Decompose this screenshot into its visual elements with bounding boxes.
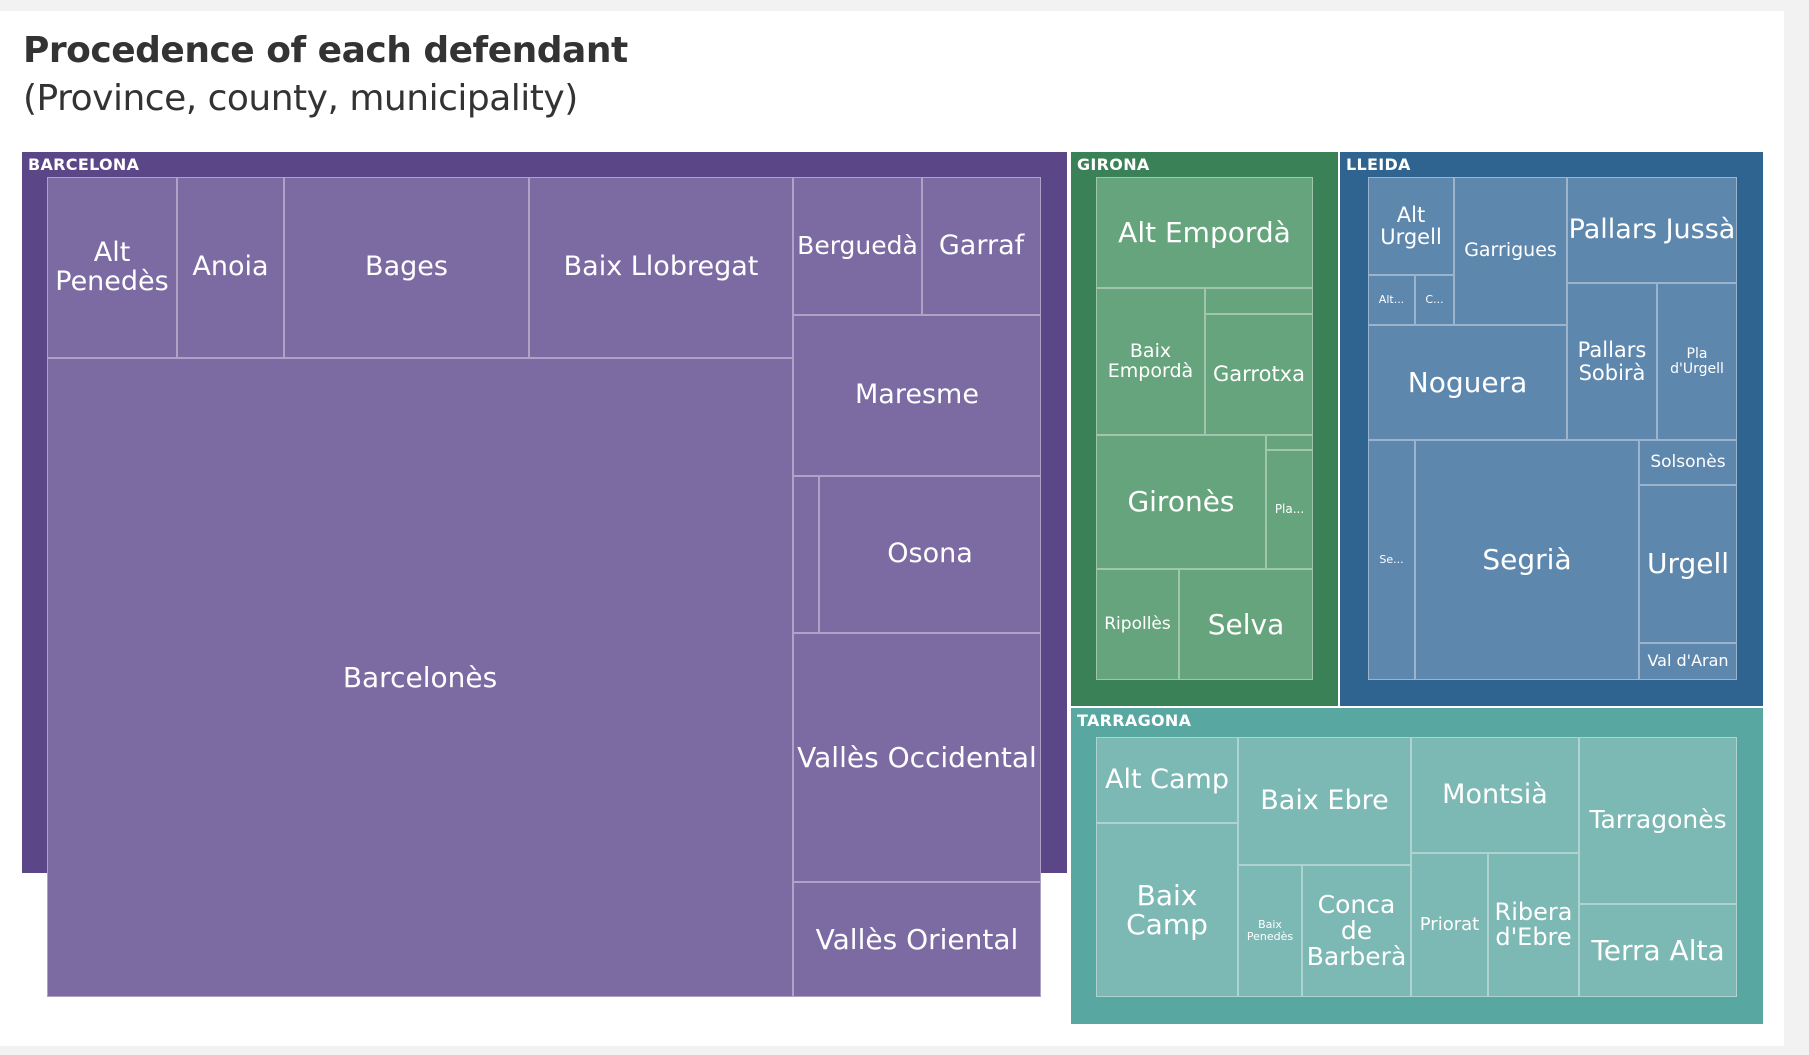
county-baix-camp[interactable]: Baix Camp xyxy=(1096,823,1238,997)
county-label: Urgell xyxy=(1646,547,1730,581)
county-label: Vallès Oriental xyxy=(815,922,1019,956)
county-maresme[interactable]: Maresme xyxy=(793,315,1041,476)
county-terra-alta[interactable]: Terra Alta xyxy=(1579,904,1737,997)
county-alt-camp[interactable]: Alt Camp xyxy=(1096,737,1238,823)
county-label: Alt Empordà xyxy=(1118,215,1291,249)
county-conca-de-barbera[interactable]: Conca de Barberà xyxy=(1302,865,1411,997)
county-segria[interactable]: Segrià xyxy=(1415,440,1639,680)
county-pallars-sobira[interactable]: Pallars Sobirà xyxy=(1567,283,1657,440)
county-urgell[interactable]: Urgell xyxy=(1639,485,1737,643)
county-label: Tarragonès xyxy=(1589,805,1727,835)
county-solsones[interactable]: Solsonès xyxy=(1639,440,1737,485)
county-label: Ripollès xyxy=(1104,613,1171,634)
county-label: Pallars Jussà xyxy=(1568,213,1736,245)
province-label: LLEIDA xyxy=(1346,155,1411,174)
county-label: Garraf xyxy=(938,229,1025,261)
province-label: GIRONA xyxy=(1077,155,1150,174)
county-alt-urgell[interactable]: Alt Urgell xyxy=(1368,177,1454,275)
county-label: Berguedà xyxy=(797,230,918,260)
county-label: Anoia xyxy=(192,251,269,283)
chart-subtitle: (Province, county, municipality) xyxy=(23,78,578,119)
county-girones[interactable]: Gironès xyxy=(1096,435,1266,569)
county-pla[interactable]: Pla... xyxy=(1266,450,1313,569)
county-label: Alt... xyxy=(1378,293,1405,307)
county-bergueda[interactable]: Berguedà xyxy=(793,177,922,315)
county-baix-ebre[interactable]: Baix Ebre xyxy=(1238,737,1411,865)
county-label: Baix Llobregat xyxy=(563,251,759,283)
county-label: Bages xyxy=(365,251,448,283)
chart-title: Procedence of each defendant xyxy=(23,30,628,71)
province-label: BARCELONA xyxy=(28,155,140,174)
county-label: Alt Penedès xyxy=(55,237,169,297)
county-c[interactable]: C... xyxy=(1415,275,1454,325)
county-noguera[interactable]: Noguera xyxy=(1368,325,1567,440)
county-label: Alt Urgell xyxy=(1380,202,1442,249)
county-montsia[interactable]: Montsià xyxy=(1411,737,1579,853)
province-label: TARRAGONA xyxy=(1077,711,1192,730)
county-blank[interactable] xyxy=(1205,288,1313,314)
county-barcelones[interactable]: Barcelonès xyxy=(47,358,793,997)
county-label: Solsonès xyxy=(1650,451,1726,472)
county-label: Pla... xyxy=(1274,502,1305,517)
county-se[interactable]: Se... xyxy=(1368,440,1415,680)
county-label: Garrigues xyxy=(1464,239,1557,262)
county-priorat[interactable]: Priorat xyxy=(1411,853,1488,997)
county-valles-occidental[interactable]: Vallès Occidental xyxy=(793,633,1041,882)
county-label: Baix Penedès xyxy=(1246,918,1294,943)
county-label: C... xyxy=(1425,293,1444,307)
county-label: Baix Empordà xyxy=(1107,339,1194,382)
county-baix-llobregat[interactable]: Baix Llobregat xyxy=(529,177,793,358)
county-baix-emporda[interactable]: Baix Empordà xyxy=(1096,288,1205,435)
county-tarragones[interactable]: Tarragonès xyxy=(1579,737,1737,904)
county-blank[interactable] xyxy=(793,476,819,633)
county-label: Priorat xyxy=(1419,913,1480,935)
county-anoia[interactable]: Anoia xyxy=(177,177,284,358)
county-label: Pallars Sobirà xyxy=(1577,338,1647,385)
county-pla-d-urgell[interactable]: Pla d'Urgell xyxy=(1657,283,1737,440)
county-selva[interactable]: Selva xyxy=(1179,569,1313,680)
county-val-d-aran[interactable]: Val d'Aran xyxy=(1639,643,1737,680)
county-label: Conca de Barberà xyxy=(1306,889,1407,972)
county-alt[interactable]: Alt... xyxy=(1368,275,1415,325)
county-baix-penedes[interactable]: Baix Penedès xyxy=(1238,865,1302,997)
county-label: Maresme xyxy=(855,379,979,411)
county-label: Vallès Occidental xyxy=(797,740,1037,774)
county-label: Selva xyxy=(1207,607,1285,641)
county-valles-oriental[interactable]: Vallès Oriental xyxy=(793,882,1041,997)
county-label: Baix Camp xyxy=(1126,878,1208,941)
county-label: Segrià xyxy=(1482,543,1572,577)
county-label: Val d'Aran xyxy=(1647,651,1729,671)
county-ripolles[interactable]: Ripollès xyxy=(1096,569,1179,680)
county-osona[interactable]: Osona xyxy=(819,476,1041,633)
county-garrigues[interactable]: Garrigues xyxy=(1454,177,1567,325)
county-label: Barcelonès xyxy=(342,660,498,694)
county-alt-emporda[interactable]: Alt Empordà xyxy=(1096,177,1313,288)
county-label: Gironès xyxy=(1127,485,1235,519)
county-pallars-jussa[interactable]: Pallars Jussà xyxy=(1567,177,1737,283)
county-ribera-d-ebre[interactable]: Ribera d'Ebre xyxy=(1488,853,1579,997)
county-garrotxa[interactable]: Garrotxa xyxy=(1205,314,1313,435)
county-label: Baix Ebre xyxy=(1260,784,1389,816)
county-label: Se... xyxy=(1379,553,1404,567)
county-label: Alt Camp xyxy=(1105,763,1229,795)
county-label: Osona xyxy=(887,538,973,570)
county-bages[interactable]: Bages xyxy=(284,177,529,358)
county-label: Garrotxa xyxy=(1213,362,1305,387)
county-label: Ribera d'Ebre xyxy=(1494,897,1573,951)
county-garraf[interactable]: Garraf xyxy=(922,177,1041,315)
county-alt-penedes[interactable]: Alt Penedès xyxy=(47,177,177,358)
county-blank[interactable] xyxy=(1266,435,1313,450)
county-label: Noguera xyxy=(1407,365,1528,399)
county-label: Terra Alta xyxy=(1591,933,1725,967)
county-label: Montsià xyxy=(1442,778,1548,810)
county-label: Pla d'Urgell xyxy=(1670,345,1724,377)
